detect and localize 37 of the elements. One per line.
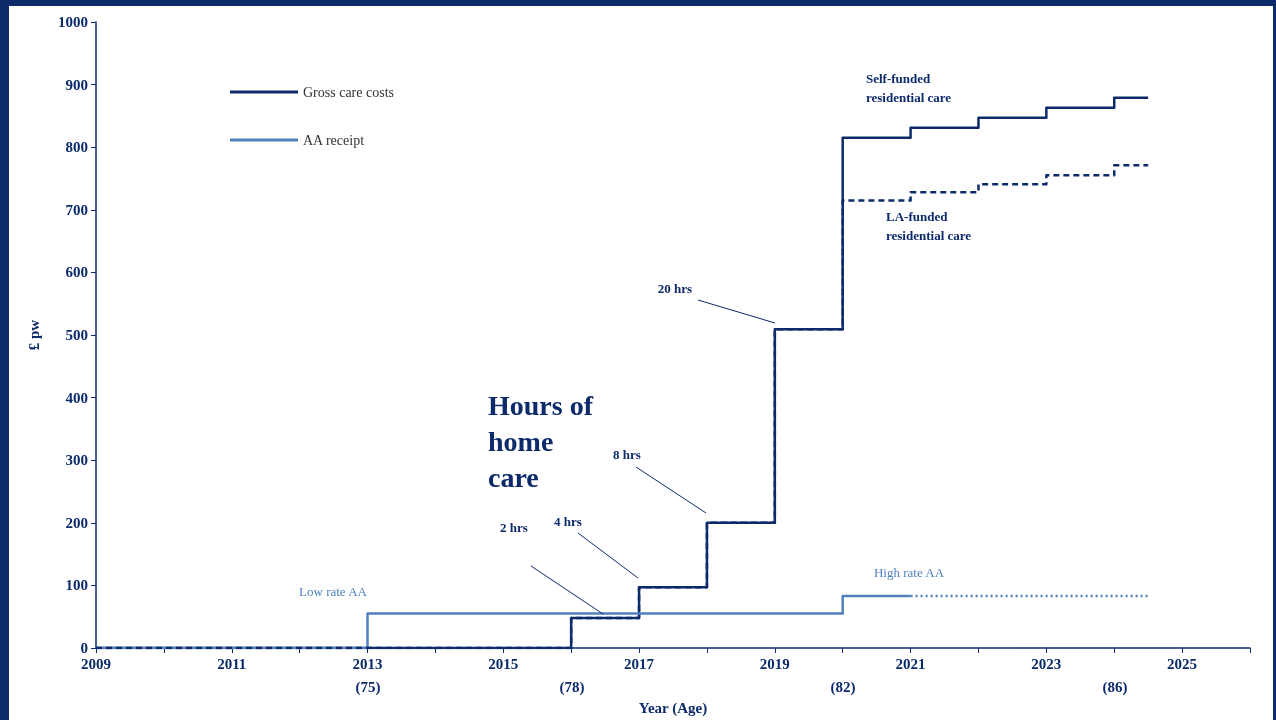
annotation: High rate AA xyxy=(873,564,945,580)
annotation: Hours of home care xyxy=(488,389,594,493)
text: (78) xyxy=(559,679,585,696)
annotation: Self-funded residential care xyxy=(866,70,952,105)
y-tick-label: 1000 xyxy=(58,14,88,30)
x-tick-label: 2011 xyxy=(217,656,247,672)
annotation: 8 hrs xyxy=(613,446,641,462)
y-tick-label: 900 xyxy=(65,76,88,93)
y-tick-label: 0 xyxy=(80,640,88,656)
x-tick-label: 2009 xyxy=(81,656,111,672)
y-tick-label: 100 xyxy=(65,577,88,594)
y-tick-label: 600 xyxy=(65,264,88,281)
text: (75) xyxy=(355,679,381,696)
legend-label: AA receipt xyxy=(303,132,365,148)
text: (82) xyxy=(830,679,856,696)
y-axis-title: £ pw xyxy=(25,319,42,351)
x-tick-label: 2019 xyxy=(759,656,790,672)
x-axis-title: Year (Age) xyxy=(638,699,708,717)
annotation: LA-funded residential care xyxy=(886,208,972,243)
y-tick-label: 300 xyxy=(65,452,88,469)
legend-label: Gross care costs xyxy=(303,84,394,100)
annotation: 2 hrs xyxy=(500,519,528,535)
y-tick-label: 700 xyxy=(65,201,88,218)
annotation: 20 hrs xyxy=(657,280,693,296)
x-tick-label: 2025 xyxy=(1167,656,1198,672)
y-tick-label: 500 xyxy=(65,327,88,343)
x-tick-label: 2013 xyxy=(352,656,383,672)
x-tick-label: 2023 xyxy=(1031,656,1062,672)
annotation: 4 hrs xyxy=(554,513,582,529)
text: (86) xyxy=(1102,679,1128,696)
y-tick-label: 800 xyxy=(65,139,88,156)
annotation: Low rate AA xyxy=(299,583,368,599)
y-tick-label: 200 xyxy=(65,514,88,531)
x-tick-label: 2021 xyxy=(895,656,926,672)
x-tick-label: 2015 xyxy=(488,656,519,672)
x-tick-label: 2017 xyxy=(624,656,655,672)
y-tick-label: 400 xyxy=(65,389,88,406)
